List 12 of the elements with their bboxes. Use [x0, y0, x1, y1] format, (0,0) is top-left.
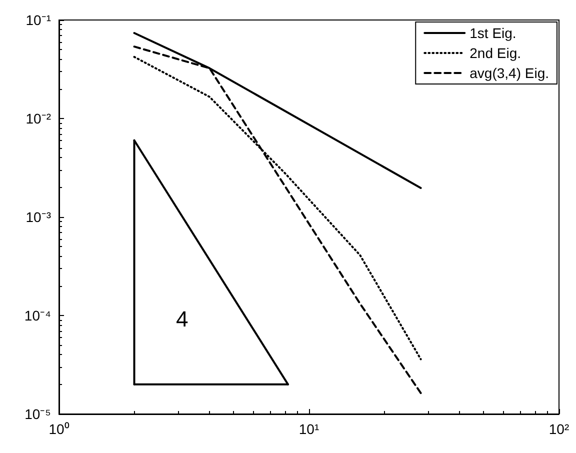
x-tick-label: 10¹: [298, 421, 320, 437]
x-tick-label: 10²: [548, 421, 570, 437]
annotation: 4: [176, 306, 188, 332]
x-tick-label: 10⁰: [48, 421, 70, 437]
y-tick-label: 10⁻¹: [26, 12, 52, 28]
legend-label: avg(3,4) Eig.: [470, 65, 550, 81]
legend-label: 2nd Eig.: [470, 45, 522, 61]
y-tick-label: 10⁻³: [26, 209, 52, 225]
y-tick-label: 10⁻²: [26, 110, 52, 126]
y-tick-label: 10⁻⁵: [24, 406, 51, 422]
y-tick-label: 10⁻⁴: [24, 308, 51, 324]
legend-label: 1st Eig.: [470, 25, 516, 41]
